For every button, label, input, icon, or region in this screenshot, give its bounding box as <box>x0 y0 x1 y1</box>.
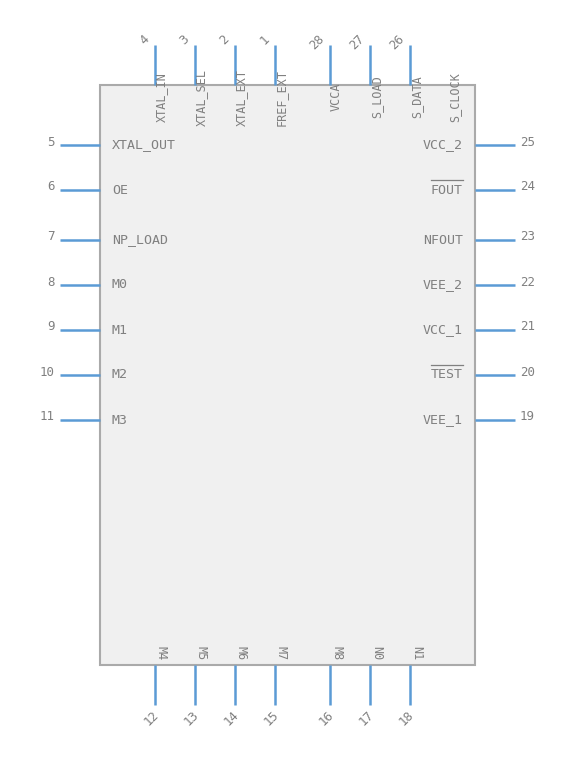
Text: VCC_1: VCC_1 <box>423 323 463 336</box>
Text: NFOUT: NFOUT <box>423 233 463 247</box>
Text: 18: 18 <box>396 708 416 728</box>
Text: S_LOAD: S_LOAD <box>370 75 383 118</box>
Text: 27: 27 <box>347 33 367 52</box>
Text: 23: 23 <box>520 230 535 243</box>
Text: 26: 26 <box>387 33 407 52</box>
Text: VCCA: VCCA <box>330 83 343 111</box>
Text: M8: M8 <box>330 646 343 660</box>
Text: 22: 22 <box>520 276 535 289</box>
Text: 28: 28 <box>307 33 327 52</box>
Text: 8: 8 <box>48 276 55 289</box>
Text: 24: 24 <box>520 180 535 194</box>
Text: 5: 5 <box>48 135 55 148</box>
Text: NP_LOAD: NP_LOAD <box>112 233 168 247</box>
Text: 21: 21 <box>520 320 535 333</box>
Text: M4: M4 <box>155 646 168 660</box>
Text: 9: 9 <box>48 320 55 333</box>
Text: 19: 19 <box>520 411 535 423</box>
Text: 15: 15 <box>261 708 281 728</box>
Text: 20: 20 <box>520 366 535 379</box>
Text: 2: 2 <box>218 33 232 48</box>
Text: 10: 10 <box>40 366 55 379</box>
Text: 16: 16 <box>316 708 336 728</box>
Text: 14: 14 <box>222 708 241 728</box>
Text: XTAL_IN: XTAL_IN <box>155 72 168 122</box>
Text: FOUT: FOUT <box>431 184 463 197</box>
Text: M6: M6 <box>235 646 248 660</box>
Text: 12: 12 <box>141 708 161 728</box>
Text: FREF_EXT: FREF_EXT <box>275 68 288 125</box>
Text: XTAL_EXT: XTAL_EXT <box>235 68 248 125</box>
Text: M1: M1 <box>112 323 128 336</box>
Text: OE: OE <box>112 184 128 197</box>
Text: VEE_1: VEE_1 <box>423 413 463 426</box>
Bar <box>100 85 475 665</box>
Text: 6: 6 <box>48 180 55 194</box>
Text: 7: 7 <box>48 230 55 243</box>
Text: N0: N0 <box>370 646 383 660</box>
Text: VEE_2: VEE_2 <box>423 279 463 292</box>
Text: VCC_2: VCC_2 <box>423 138 463 151</box>
Text: M3: M3 <box>112 413 128 426</box>
Text: N1: N1 <box>410 646 423 660</box>
Text: 11: 11 <box>40 411 55 423</box>
Text: S_CLOCK: S_CLOCK <box>448 72 461 122</box>
Text: M0: M0 <box>112 279 128 292</box>
Text: TEST: TEST <box>431 369 463 382</box>
Text: 3: 3 <box>178 33 192 48</box>
Text: M5: M5 <box>195 646 208 660</box>
Text: M7: M7 <box>275 646 288 660</box>
Text: 13: 13 <box>181 708 201 728</box>
Text: 4: 4 <box>137 33 152 48</box>
Text: 25: 25 <box>520 135 535 148</box>
Text: XTAL_SEL: XTAL_SEL <box>195 68 208 125</box>
Text: XTAL_OUT: XTAL_OUT <box>112 138 176 151</box>
Text: 17: 17 <box>356 708 376 728</box>
Text: M2: M2 <box>112 369 128 382</box>
Text: 1: 1 <box>257 33 272 48</box>
Text: S_DATA: S_DATA <box>410 75 423 118</box>
